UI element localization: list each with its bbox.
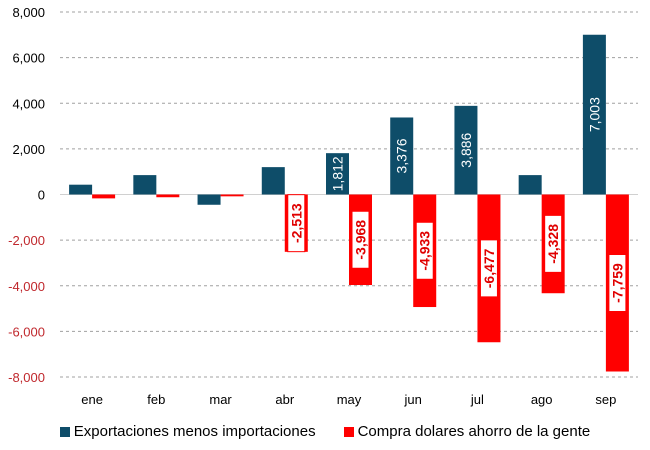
bar-exports <box>197 194 221 205</box>
legend-label-dollar-purchases: Compra dolares ahorro de la gente <box>357 423 591 440</box>
bar-exports <box>261 167 285 195</box>
x-tick-label: sep <box>595 392 616 407</box>
data-label-box <box>544 214 563 273</box>
legend: Exportaciones menos importaciones Compra… <box>0 423 650 440</box>
bar-dollar-purchases <box>220 194 244 197</box>
bar-dollar-purchases <box>92 194 116 199</box>
y-tick-label: 6,000 <box>12 51 45 66</box>
x-tick-label: may <box>337 392 362 407</box>
legend-swatch-exports <box>59 426 70 437</box>
data-label-exports: 3,376 <box>394 138 410 173</box>
data-label-dollar-purchases: -7,759 <box>609 263 625 303</box>
data-labels: -2,513 1,812 -3,968 3,376 -4,933 3,886 -6,477 -… <box>287 97 627 313</box>
data-label-exports: 3,886 <box>458 132 474 167</box>
x-tick-label: abr <box>275 392 294 407</box>
y-tick-label: 4,000 <box>12 96 45 111</box>
x-tick-label: jul <box>470 392 484 407</box>
x-tick-label: jun <box>404 392 422 407</box>
y-axis: 8,000 6,000 4,000 2,000 0 -2,000 -4,000 -6,000 -… <box>8 5 45 385</box>
data-label-box <box>415 221 434 280</box>
x-tick-label: ene <box>81 392 103 407</box>
bar-exports <box>390 117 414 195</box>
data-label-dollar-purchases: -4,933 <box>417 231 433 271</box>
x-tick-label: mar <box>209 392 232 407</box>
y-tick-label: 0 <box>38 188 45 203</box>
legend-swatch-dollar-purchases <box>343 426 354 437</box>
data-label-box <box>287 194 306 253</box>
legend-label-exports: Exportaciones menos importaciones <box>73 423 316 440</box>
x-axis: ene feb mar abr may jun jul ago sep <box>81 392 616 407</box>
x-tick-label: feb <box>147 392 165 407</box>
data-label-dollar-purchases: -2,513 <box>288 203 304 243</box>
bars <box>69 34 629 372</box>
bar-dollar-purchases <box>156 194 180 198</box>
bar-exports <box>69 184 93 195</box>
bar-exports <box>454 105 478 195</box>
data-label-exports: 7,003 <box>586 97 602 132</box>
data-label-box <box>479 239 498 298</box>
legend-item-dollar-purchases[interactable]: Compra dolares ahorro de la gente <box>343 423 591 440</box>
data-label-dollar-purchases: -4,328 <box>545 224 561 264</box>
bar-exports <box>582 34 606 195</box>
y-tick-label: -2,000 <box>8 233 45 248</box>
bar-exports <box>518 175 542 195</box>
y-tick-label: 2,000 <box>12 142 45 157</box>
data-label-box <box>351 210 370 269</box>
y-tick-label: -8,000 <box>8 370 45 385</box>
data-label-dollar-purchases: -6,477 <box>481 248 497 288</box>
chart: 8,000 6,000 4,000 2,000 0 -2,000 -4,000 -6,000 -… <box>8 5 638 407</box>
data-label-box <box>608 254 627 313</box>
x-tick-label: ago <box>531 392 553 407</box>
bar-exports <box>133 175 157 195</box>
bar-exports <box>326 153 349 195</box>
y-tick-label: -6,000 <box>8 324 45 339</box>
y-tick-label: -4,000 <box>8 279 45 294</box>
data-label-dollar-purchases: -3,968 <box>353 220 369 260</box>
y-tick-label: 8,000 <box>12 5 45 20</box>
legend-item-exports[interactable]: Exportaciones menos importaciones <box>59 423 316 440</box>
data-label-exports: 1,812 <box>330 156 346 191</box>
